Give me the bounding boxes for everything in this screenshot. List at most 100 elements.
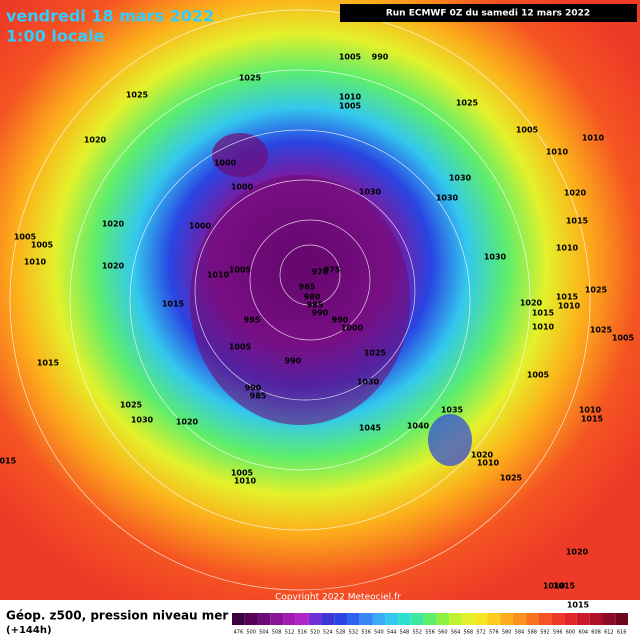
pressure-label: 1005 [339, 102, 362, 111]
pressure-label: 1015 [532, 309, 555, 318]
run: Run ECMWF 0Z du samedi 12 mars 2022 [386, 9, 590, 19]
pressure-label: 1030 [357, 378, 380, 387]
pressure-label: 1005 [229, 343, 252, 352]
scale-label: 524 [323, 630, 333, 636]
scale-cell [398, 613, 411, 625]
pressure-label: 1010 [24, 258, 47, 267]
scale-cell [615, 613, 628, 625]
pressure-label: 1045 [359, 424, 382, 433]
scale-cell [270, 613, 284, 625]
scale-label: 516 [297, 630, 307, 636]
scale-label: 500 [246, 630, 256, 636]
scale-cell [500, 613, 514, 625]
pressure-label: 1010 [558, 302, 581, 311]
pressure-label: 1015 [567, 601, 590, 610]
scale-cell [321, 613, 335, 625]
pressure-label: 970 [312, 268, 329, 277]
pressure-label: 965 [299, 283, 316, 292]
pressure-label: 990 [285, 357, 302, 366]
scale-label: 612 [604, 630, 614, 636]
color-scale: 476 500 504 508 512 516 520 524 528 532 536 540 544 5… [232, 613, 628, 636]
pressure-label: 1030 [359, 188, 382, 197]
scale-label: 544 [387, 630, 397, 636]
scale-cell [487, 613, 501, 625]
scale-cell [385, 613, 399, 625]
low-core [190, 175, 410, 425]
pressure-label: 1010 [234, 477, 257, 486]
scale-label: 560 [438, 630, 448, 636]
footer-title: Géop. z500, pression niveau mer [6, 609, 228, 623]
scale-label: 596 [553, 630, 563, 636]
scale-label: 520 [310, 630, 320, 636]
scale-label: 552 [412, 630, 422, 636]
pressure-label: 1005 [31, 241, 54, 250]
pressure-label: 990 [372, 53, 389, 62]
pressure-label: 1015 [553, 582, 576, 591]
pressure-label: 990 [332, 316, 349, 325]
pressure-label: 1020 [566, 548, 589, 557]
pressure-label: 1015 [566, 217, 589, 226]
scale-cell [474, 613, 488, 625]
pressure-label: 1010 [546, 148, 569, 157]
scale-cell [346, 613, 360, 625]
pressure-label: 1005 [339, 53, 362, 62]
pressure-label: 1010 [582, 134, 605, 143]
pressure-label: 1010 [477, 459, 500, 468]
pressure-label: 1020 [102, 220, 125, 229]
scale-label: 600 [566, 630, 576, 636]
scale-cell [525, 613, 539, 625]
pressure-label: 1015 [556, 293, 579, 302]
scale-cell [283, 613, 296, 625]
pressure-label: 1030 [436, 194, 459, 203]
pressure-label: 980 [304, 293, 321, 302]
scale-label: 576 [489, 630, 499, 636]
pressure-label: 1020 [520, 299, 543, 308]
scale-label: 616 [617, 630, 627, 636]
scale-label: 540 [374, 630, 384, 636]
pressure-label: 1025 [585, 286, 608, 295]
scale-cell [551, 613, 565, 625]
scale-label: 504 [259, 630, 269, 636]
scale-cell [308, 613, 322, 625]
pressure-label: 1025 [239, 74, 262, 83]
pressure-label: 1010 [207, 271, 230, 280]
scale-label: 536 [361, 630, 371, 636]
pressure-label: 990 [245, 384, 262, 393]
pressure-label: 1010 [556, 244, 579, 253]
scale-cell [410, 613, 424, 625]
scale-label: 588 [527, 630, 537, 636]
pressure-label: 1030 [449, 174, 472, 183]
pressure-label: 975 [324, 266, 341, 275]
pressure-label: 990 [312, 309, 329, 318]
low-core [212, 133, 268, 177]
pressure-label: 1025 [364, 349, 387, 358]
pressure-label: 1015 [581, 415, 604, 424]
pressure-label: 1030 [484, 253, 507, 262]
pressure-label: 1005 [14, 233, 37, 242]
pressure-label: 1025 [590, 326, 613, 335]
copyright: Copyright 2022 Meteociel.fr [275, 593, 401, 603]
pressure-label: 1005 [229, 266, 252, 275]
pressure-label: 1025 [120, 401, 143, 410]
pressure-label: 1000 [341, 324, 364, 333]
scale-cell [538, 613, 552, 625]
scale-label: 512 [285, 630, 295, 636]
pressure-label: 1025 [456, 99, 479, 108]
scale-cell [334, 613, 347, 625]
scale-cell [589, 613, 603, 625]
pressure-label: 1020 [84, 136, 107, 145]
isobars [9, 9, 591, 591]
scale-label: 476 [234, 630, 244, 636]
scale-cell [436, 613, 450, 625]
scale-label: 608 [591, 630, 601, 636]
pressure-label: 1010 [339, 93, 362, 102]
scale-cell [232, 613, 245, 625]
scale-label: 532 [349, 630, 359, 636]
pressure-label: 1015 [0, 457, 17, 466]
scale-label: 556 [425, 630, 435, 636]
scale-label: 604 [579, 630, 589, 636]
pressure-label: 1020 [102, 262, 125, 271]
pressure-label: 1010 [579, 406, 602, 415]
